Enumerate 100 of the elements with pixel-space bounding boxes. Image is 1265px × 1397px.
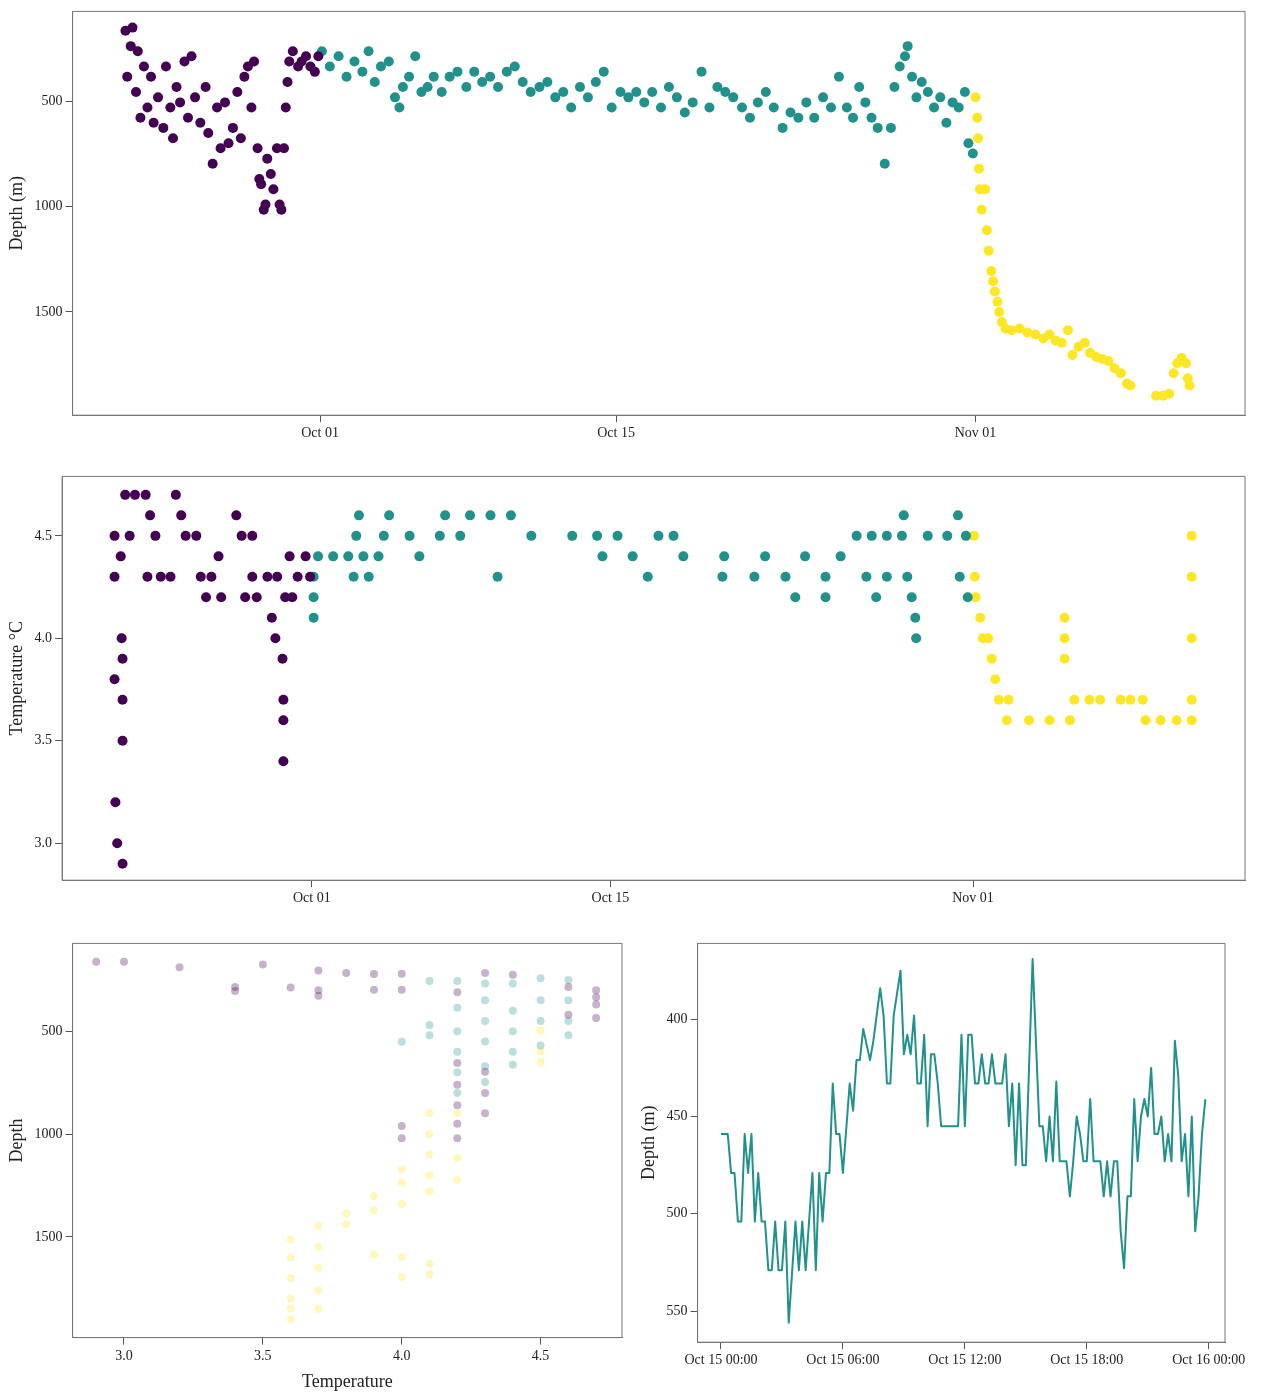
point bbox=[453, 1080, 462, 1089]
point bbox=[425, 1109, 434, 1118]
point bbox=[369, 970, 378, 979]
point bbox=[425, 1259, 434, 1268]
point bbox=[536, 1058, 545, 1067]
x-tick-label: Oct 15 06:00 bbox=[806, 1352, 880, 1368]
point bbox=[481, 1037, 490, 1046]
point bbox=[508, 1060, 517, 1069]
point bbox=[314, 1286, 323, 1295]
point bbox=[425, 977, 434, 986]
point bbox=[508, 970, 517, 979]
point bbox=[231, 987, 240, 996]
point bbox=[314, 1263, 323, 1272]
point bbox=[397, 1165, 406, 1174]
point bbox=[397, 1134, 406, 1143]
point bbox=[397, 1037, 406, 1046]
point bbox=[258, 960, 267, 969]
point bbox=[536, 974, 545, 983]
point bbox=[397, 1178, 406, 1187]
point bbox=[397, 1199, 406, 1208]
point bbox=[397, 1272, 406, 1281]
point bbox=[481, 996, 490, 1005]
point bbox=[592, 986, 601, 995]
x-tick-label: Oct 01 bbox=[292, 890, 331, 906]
point bbox=[314, 1221, 323, 1230]
x-tick-label: 3.0 bbox=[115, 1347, 133, 1363]
point bbox=[453, 1134, 462, 1143]
point bbox=[425, 1270, 434, 1279]
point bbox=[564, 996, 573, 1005]
point bbox=[92, 957, 101, 966]
x-tick-label: Nov 01 bbox=[952, 890, 994, 906]
point bbox=[369, 1192, 378, 1201]
point bbox=[453, 1119, 462, 1128]
x-tick-label: 3.5 bbox=[254, 1347, 272, 1363]
point bbox=[314, 966, 323, 975]
point bbox=[425, 1187, 434, 1196]
point bbox=[481, 1078, 490, 1086]
point bbox=[342, 969, 351, 978]
point bbox=[453, 1068, 462, 1077]
point bbox=[536, 996, 545, 1005]
x-tick-label: 4.0 bbox=[392, 1347, 411, 1363]
x-tick-label: Oct 15 18:00 bbox=[1050, 1352, 1124, 1368]
y-tick-label: 4.0 bbox=[34, 630, 53, 645]
y-tick-label: 1500 bbox=[34, 1228, 63, 1244]
y-axis-title: Depth (m) bbox=[637, 1105, 659, 1181]
y-tick-label: 1000 bbox=[34, 198, 63, 214]
point bbox=[481, 979, 490, 988]
x-tick-label: Oct 01 bbox=[301, 425, 339, 441]
point bbox=[286, 983, 295, 992]
point bbox=[453, 1047, 462, 1056]
point bbox=[536, 1041, 545, 1050]
y-tick-label: 450 bbox=[666, 1108, 688, 1124]
point bbox=[286, 1273, 295, 1282]
point bbox=[397, 1252, 406, 1261]
y-tick-label: 1500 bbox=[34, 303, 63, 319]
x-tick-label: Oct 15 00:00 bbox=[684, 1352, 758, 1368]
point bbox=[425, 1130, 434, 1139]
y-tick-label: 3.0 bbox=[34, 834, 53, 850]
x-tick-label: Oct 16 00:00 bbox=[1172, 1352, 1246, 1368]
x-tick-label: Nov 01 bbox=[954, 425, 997, 441]
point bbox=[342, 1220, 351, 1229]
point bbox=[425, 1031, 434, 1040]
point bbox=[508, 1027, 517, 1036]
point bbox=[175, 963, 184, 972]
point bbox=[564, 1010, 573, 1019]
y-tick-label: 500 bbox=[41, 1022, 63, 1038]
point bbox=[453, 1059, 462, 1068]
point bbox=[564, 1016, 573, 1025]
point bbox=[564, 976, 573, 984]
point bbox=[453, 1153, 462, 1162]
point bbox=[314, 991, 323, 1000]
point bbox=[592, 1014, 601, 1023]
point bbox=[508, 1006, 517, 1015]
point bbox=[592, 1000, 601, 1009]
point bbox=[453, 977, 462, 986]
point bbox=[453, 1101, 462, 1110]
x-tick-label: Oct 15 12:00 bbox=[928, 1352, 1002, 1368]
y-tick-label: 500 bbox=[666, 1205, 688, 1221]
point bbox=[425, 1150, 434, 1159]
point bbox=[453, 1027, 462, 1036]
point bbox=[564, 1031, 573, 1040]
point bbox=[508, 979, 517, 988]
y-axis-title: Temperature °C bbox=[5, 621, 26, 736]
point bbox=[564, 982, 573, 991]
point bbox=[508, 1047, 517, 1056]
point bbox=[314, 1304, 323, 1313]
x-axis-title: Temperature bbox=[301, 1370, 393, 1391]
point bbox=[314, 1243, 323, 1252]
point bbox=[397, 1122, 406, 1130]
point bbox=[369, 985, 378, 994]
x-tick-label: 4.5 bbox=[531, 1347, 550, 1363]
y-tick-label: 3.5 bbox=[34, 732, 53, 748]
point bbox=[119, 957, 128, 966]
y-tick-label: 400 bbox=[666, 1010, 688, 1026]
y-axis-title: Depth bbox=[5, 1118, 26, 1163]
point bbox=[481, 1109, 490, 1118]
point bbox=[453, 988, 462, 997]
point bbox=[397, 985, 406, 994]
y-tick-label: 1000 bbox=[34, 1125, 63, 1141]
point bbox=[536, 1026, 545, 1035]
